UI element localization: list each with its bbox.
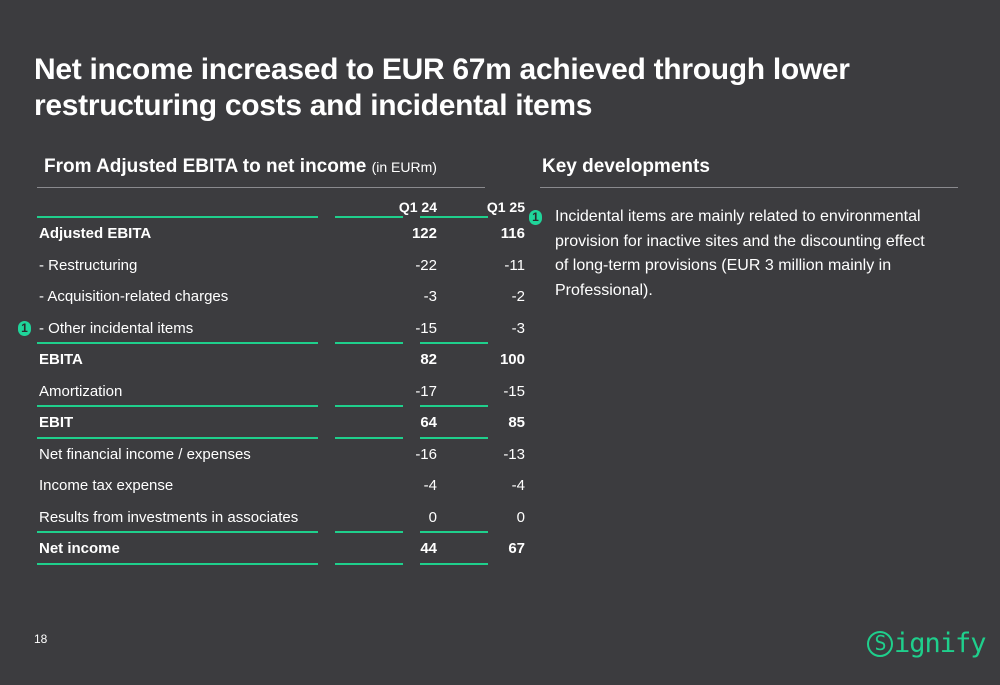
table-section-heading: From Adjusted EBITA to net income: [44, 156, 367, 177]
cell-q1-25: -2: [511, 288, 525, 305]
row-label: Results from investments in associates: [39, 508, 299, 526]
table-row: Results from investments in associates 0 0: [37, 502, 525, 533]
cell-q1-24: 82: [420, 351, 437, 368]
cell-q1-25: -15: [503, 382, 525, 400]
footnote-marker: 1: [18, 320, 31, 336]
header-underline: [37, 216, 318, 218]
key-development-text: Incidental items are mainly related to e…: [555, 208, 925, 299]
col-header-q1-24: Q1 24: [398, 199, 437, 215]
row-underline: [420, 342, 488, 344]
row-label: Amortization: [39, 382, 123, 400]
row-underline: [37, 436, 318, 439]
header-underline: [335, 216, 403, 218]
row-label: EBITA: [39, 351, 83, 368]
row-label: Net income: [39, 540, 120, 557]
col-header-q1-25: Q1 25: [486, 199, 525, 215]
row-label: Income tax expense: [39, 477, 174, 494]
row-label: EBIT: [39, 414, 74, 431]
cell-q1-25: -3: [511, 319, 525, 337]
row-underline: [37, 342, 318, 344]
cell-q1-25: -11: [504, 256, 525, 274]
row-underline: [37, 405, 318, 407]
row-underline: [420, 531, 488, 533]
table-row: Income tax expense -4 -4: [37, 470, 525, 502]
cell-q1-24: -4: [423, 477, 437, 494]
left-section-rule: [37, 187, 485, 188]
cell-q1-25: -13: [503, 445, 525, 463]
cell-q1-24: 64: [420, 414, 437, 431]
row-underline: [420, 405, 488, 407]
row-underline: [335, 436, 403, 439]
cell-q1-25: 67: [508, 540, 525, 557]
cell-q1-25: 85: [508, 414, 525, 431]
table-section-unit: (in EURm): [371, 159, 437, 175]
row-label: - Restructuring: [39, 256, 138, 274]
row-label: Adjusted EBITA: [39, 225, 152, 242]
cell-q1-24: 0: [428, 508, 437, 526]
logo-wordmark: ignify: [894, 628, 987, 659]
logo-s-mark: S: [867, 631, 893, 657]
row-underline: [335, 342, 403, 344]
table-row: Adjusted EBITA 122 116: [37, 218, 525, 250]
row-underline: [37, 562, 318, 565]
page-number: 18: [34, 632, 48, 646]
table-row: Amortization -17 -15: [37, 376, 525, 407]
table-row: Net financial income / expenses -16 -13: [37, 439, 525, 471]
cell-q1-24: -22: [415, 256, 437, 274]
row-label: - Acquisition-related charges: [39, 288, 229, 305]
income-table: Q1 24 Q1 25 Adjusted EBITA 122 116 - Restru…: [18, 197, 525, 565]
row-underline: [420, 562, 488, 565]
table-header: Q1 24 Q1 25: [37, 197, 525, 218]
table-row: - Restructuring -22 -11: [37, 250, 525, 282]
header-underline: [420, 216, 488, 218]
right-section-rule: [540, 187, 958, 188]
cell-q1-24: -15: [415, 319, 437, 337]
cell-q1-24: -17: [415, 382, 437, 400]
cell-q1-25: 100: [499, 351, 525, 368]
footnote-marker: 1: [529, 210, 542, 225]
row-underline: [335, 405, 403, 407]
row-underline: [335, 531, 403, 533]
key-developments-title: Key developments: [542, 156, 710, 177]
table-body: Adjusted EBITA 122 116 - Restructuring -22 -1…: [18, 218, 525, 565]
cell-q1-25: -4: [511, 477, 525, 494]
table-section-title: From Adjusted EBITA to net income (in EU…: [44, 156, 437, 178]
cell-q1-25: 116: [500, 225, 525, 242]
cell-q1-25: 0: [516, 508, 525, 526]
table-row: - Acquisition-related charges -3 -2: [37, 281, 525, 313]
row-label: Net financial income / expenses: [39, 445, 251, 463]
slide-title: Net income increased to EUR 67m achieved…: [34, 53, 850, 122]
cell-q1-24: -16: [415, 445, 437, 463]
row-underline: [37, 531, 318, 533]
table-row: EBITA 82 100: [37, 344, 525, 376]
table-row: Net income 44 67: [37, 533, 525, 565]
row-underline: [335, 562, 403, 565]
cell-q1-24: 44: [420, 540, 437, 557]
row-underline: [420, 436, 488, 439]
cell-q1-24: 122: [411, 225, 437, 242]
table-row: EBIT 64 85: [37, 407, 525, 439]
table-row: - Other incidental items -15 -3 1: [18, 313, 525, 344]
row-label: - Other incidental items: [39, 319, 194, 337]
cell-q1-24: -3: [423, 288, 437, 305]
